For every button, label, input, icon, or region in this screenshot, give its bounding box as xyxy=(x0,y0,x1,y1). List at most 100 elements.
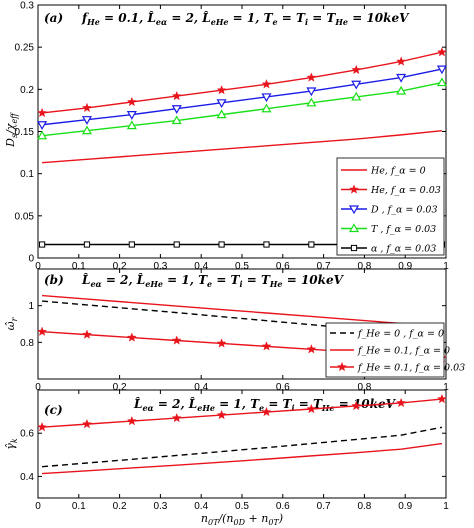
panel-b-legend: f_He = 0 , f_α = 0 f_He = 0.1, f_α = 0 f_H… xyxy=(325,322,465,378)
panel-b-frame xyxy=(37,268,447,380)
panel-a-data-point xyxy=(436,77,447,87)
panel-a-xtick-label: 0.1 xyxy=(72,261,86,272)
panel-a-legend-marker xyxy=(348,223,360,233)
panel-b-data-point xyxy=(126,332,137,342)
panel-b-series-line-1 xyxy=(42,294,442,328)
panel-a-data-point xyxy=(81,116,92,125)
panel-c: (c) L̂eα = 2, L̂eHe = 1, Te = Ti = THe =… xyxy=(4,389,449,512)
panel-a-xtick-label: 0.4 xyxy=(194,261,208,272)
panel-c-data-point xyxy=(37,421,47,432)
panel-a-data-point xyxy=(216,99,227,109)
panel-a-data-point xyxy=(396,73,407,83)
panel-b-tag: (b) xyxy=(44,273,64,287)
panel-c-data-point xyxy=(306,403,317,414)
panel-c-ytick-label: 0.6 xyxy=(20,429,34,440)
panel-a-xtick-label: 0.5 xyxy=(235,261,249,272)
panel-c-xtick-label: 0.1 xyxy=(72,501,86,512)
panel-a-data-point xyxy=(83,241,91,248)
panel-a-data-point xyxy=(218,241,225,248)
panel-c-xtick-label: 1 xyxy=(443,501,449,512)
panel-a-data-point xyxy=(351,91,362,101)
panel-a-xtick-label: 0.6 xyxy=(276,261,290,272)
panel-a-xtick-label: 1 xyxy=(443,261,449,272)
panel-a-data-point xyxy=(263,241,270,248)
panel-a-xtick-label: 0 xyxy=(35,261,41,272)
panel-a-legend: He, f_α = 0 He, f_α = 0.03 D , f_α = 0.03 T… xyxy=(336,157,445,256)
panel-c-xtick-label: 0.7 xyxy=(317,501,331,512)
panel-c-data-point xyxy=(82,418,92,429)
panel-a-data-point xyxy=(436,65,447,75)
panel-a-data-point xyxy=(38,241,46,248)
panel-b-xtick-label: 0.4 xyxy=(194,382,208,393)
panel-c-xtick-label: 0 xyxy=(35,501,41,512)
panel-a-ytick-label: 0.1 xyxy=(20,169,34,180)
panel-a-data-point xyxy=(396,56,407,66)
panel-a-series-line-0 xyxy=(42,129,442,164)
panel-a-series-line-2 xyxy=(42,68,443,126)
panel-c-data-point xyxy=(126,415,137,426)
panel-c-xtick-label: 0.2 xyxy=(113,501,127,512)
panel-a-data-point xyxy=(126,120,137,130)
panel-b-data-point xyxy=(82,329,92,339)
panel-b: (b) L̂eα = 2, L̂eHe = 1, Te = Ti = THe =… xyxy=(4,268,465,393)
panel-c-axes: 0 0.1 0.2 0.3 0.4 0.5 0.6 0.7 0.8 0.9 1 0.4 0.6 xyxy=(20,390,449,512)
panel-b-data-point xyxy=(37,326,47,336)
panel-a-data-point xyxy=(173,241,180,248)
panel-a-xtick-label: 0.3 xyxy=(153,261,167,272)
panel-a-ytick-label: 0.2 xyxy=(20,85,34,96)
panel-b-legend-label: f_He = 0 , f_α = 0 xyxy=(357,329,444,340)
panel-b-data-point xyxy=(216,338,227,348)
panel-a-series-line-1 xyxy=(42,51,443,114)
panel-a-data-point xyxy=(171,115,182,125)
panel-b-legend-label: f_He = 0.1, f_α = 0 xyxy=(357,346,450,357)
panel-b-xtick-label: 0.8 xyxy=(357,382,371,393)
panel-a-data-point xyxy=(128,241,135,248)
panel-a-data-point xyxy=(37,130,48,140)
panel-b-xtick-label: 1 xyxy=(443,382,449,393)
panel-c-series-line-0 xyxy=(42,426,443,468)
panel-a-data-point xyxy=(261,93,272,103)
panel-a-legend-label: α , f_α = 0.03 xyxy=(371,244,436,255)
panel-a-title: fHe = 0.1, L̂eα = 2, L̂eHe = 1, Te = Ti … xyxy=(81,10,410,27)
panel-a-data-point xyxy=(306,87,317,97)
panel-a-data-point xyxy=(171,105,182,114)
panel-b-ylabel: ω̂r xyxy=(4,316,19,330)
panel-a-data-point xyxy=(216,85,227,95)
panel-b-series-line-0 xyxy=(42,300,443,340)
panel-a-xtick-label: 0.2 xyxy=(113,261,127,272)
panel-a-series-line-3 xyxy=(42,81,443,137)
panel-a-data-point xyxy=(351,80,362,90)
panel-c-ylabel: γ̂k xyxy=(4,438,19,450)
panel-c-data-point xyxy=(396,397,407,408)
panel-a-data-point xyxy=(261,79,272,89)
panel-a-data-point xyxy=(308,241,315,248)
panel-a-data-point xyxy=(37,107,47,118)
panel-c-xtick-label: 0.9 xyxy=(398,501,412,512)
panel-a-data-point xyxy=(396,85,407,95)
panel-a-legend-marker xyxy=(348,205,360,215)
panel-c-data-point xyxy=(437,393,447,404)
panel-a-data-point xyxy=(82,102,92,113)
panel-a-axes: 0 0.1 0.2 0.3 0.4 0.5 0.6 0.7 0.8 0.9 1 0 0.05 0.1 0.1… xyxy=(15,1,450,273)
panel-c-xtick-label: 0.6 xyxy=(276,501,290,512)
panel-c-series-line-2 xyxy=(42,398,442,428)
panel-b-legend-label: f_He = 0.1, f_α = 0.03 xyxy=(357,363,465,374)
panel-a-ytick-label: 0.05 xyxy=(15,211,35,222)
panel-a-legend-label: D , f_α = 0.03 xyxy=(370,205,438,216)
panel-c-data-point xyxy=(261,406,272,417)
panel-a-data-point xyxy=(306,97,317,107)
panel-a-ytick-label: 0 xyxy=(28,254,34,265)
panel-b-title: L̂eα = 2, L̂eHe = 1, Te = Ti = THe = 10k… xyxy=(81,272,345,289)
panel-b-xtick-label: 0.6 xyxy=(276,382,290,393)
panel-a-data-point xyxy=(171,90,182,101)
panel-c-xtick-label: 0.8 xyxy=(357,501,371,512)
panel-a-xtick-label: 0.8 xyxy=(357,261,371,272)
panel-a-legend-marker xyxy=(350,244,358,252)
panel-c-data-point xyxy=(171,412,182,423)
panel-b-legend-marker xyxy=(337,361,347,372)
panel-a-legend-label: T , f_α = 0.03 xyxy=(371,224,436,235)
panel-a-ytick-label: 0.15 xyxy=(15,127,35,138)
panel-a-legend-label: He, f_α = 0.03 xyxy=(370,185,441,196)
panel-b-xtick-label: 0.2 xyxy=(113,382,127,393)
x-axis-label: n0T/(n0D + n0T) xyxy=(201,512,283,527)
